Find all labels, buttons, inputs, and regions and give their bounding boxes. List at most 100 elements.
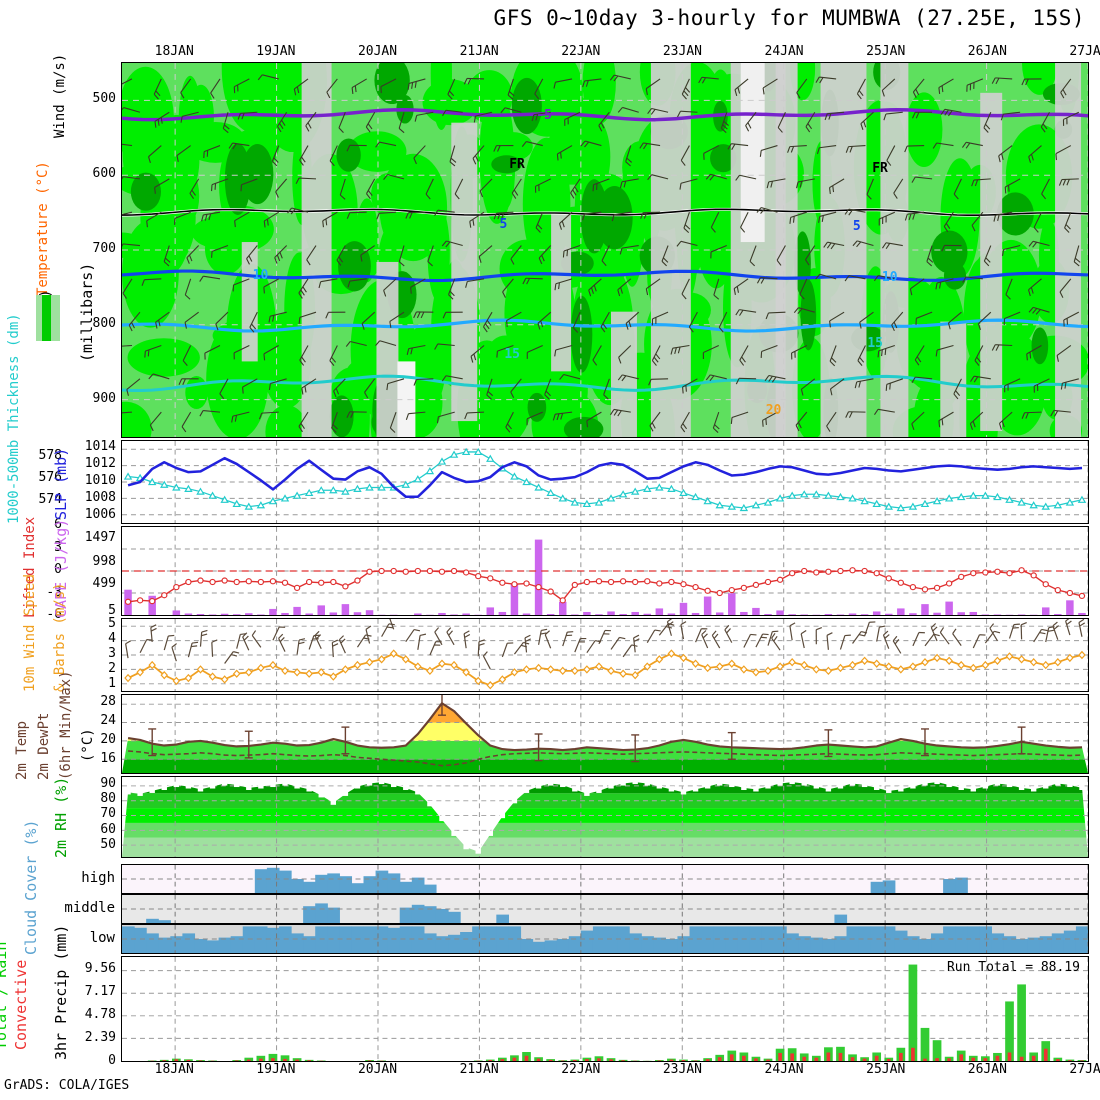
contour-label: 10	[252, 267, 269, 283]
axis-tick-label: 998	[92, 553, 116, 569]
date-tick-label: 18JAN	[154, 1062, 194, 1077]
axis-tick-label: 578	[38, 448, 62, 463]
date-tick-label: 21JAN	[459, 1062, 499, 1077]
rh-2m-plot	[122, 777, 1088, 857]
axis-tick-label: 700	[92, 241, 116, 256]
date-tick-label: 22JAN	[561, 44, 601, 59]
precip-panel[interactable]: Run Total = 88.19	[121, 956, 1089, 1062]
axis-title: 2m Temp	[14, 720, 30, 780]
date-tick-label: 26JAN	[967, 1062, 1007, 1077]
cloud-high-plot	[122, 865, 1088, 893]
axis-tick-label: 576	[38, 470, 62, 485]
upper-air-panel[interactable]: -5 FR FR 5 5 10 10 15 15 20	[121, 62, 1089, 438]
axis-tick-label: 70	[100, 806, 116, 822]
axis-tick-label: 1012	[84, 456, 116, 472]
cloud-middle-plot	[122, 895, 1088, 923]
date-tick-label: 27JAN	[1069, 1062, 1100, 1077]
axis-tick-label: 1008	[84, 489, 116, 505]
axis-tick-label: 2.39	[84, 1029, 116, 1045]
date-tick-label: 18JAN	[154, 44, 194, 59]
axis-tick-label: 7.17	[84, 983, 116, 999]
contour-label: 10	[881, 269, 898, 285]
precip-plot	[122, 957, 1088, 1061]
axis-title: SLP (mb)	[52, 447, 70, 520]
rh-2m-panel[interactable]	[121, 776, 1089, 858]
axis-tick-label: 574	[38, 492, 62, 507]
axis-tick-label: 5	[108, 602, 116, 618]
axis-tick-label: 1497	[84, 529, 116, 545]
axis-tick-label: 20	[100, 732, 116, 748]
contour-label: 20	[765, 403, 782, 419]
contour-label: FR	[509, 157, 525, 172]
axis-tick-label: 16	[100, 750, 116, 766]
date-tick-label: 24JAN	[764, 44, 804, 59]
axis-tick-label: 0	[54, 562, 62, 577]
axis-title: Temperature (°C)	[35, 161, 51, 296]
cloud-low-plot	[122, 925, 1088, 953]
axis-tick-label: 4	[108, 631, 116, 647]
axis-title: (6hr Min/Max)	[58, 670, 74, 780]
axis-tick-label: 499	[92, 576, 116, 592]
wind-10m-panel[interactable]	[121, 618, 1089, 692]
axis-tick-label: 50	[100, 836, 116, 852]
axis-title: Total / Rain	[0, 941, 10, 1050]
date-tick-label: 19JAN	[256, 1062, 296, 1077]
upper-air-plot	[122, 63, 1088, 437]
temp-2m-panel[interactable]	[121, 694, 1089, 774]
date-tick-label: 27JAN	[1069, 44, 1100, 59]
axis-tick-label: 2	[108, 660, 116, 676]
wind-10m-plot	[122, 619, 1088, 691]
axis-title: (°C)	[80, 728, 96, 762]
cloud-middle-panel[interactable]	[121, 894, 1089, 924]
date-tick-label: 25JAN	[866, 44, 906, 59]
axis-title: (millibars)	[78, 262, 96, 362]
axis-title: Convective	[12, 959, 30, 1050]
date-tick-label: 20JAN	[357, 44, 398, 59]
axis-tick-label: 3	[54, 539, 62, 555]
lifted-index-cape-plot	[122, 527, 1088, 615]
axis-tick-label: 0	[108, 1053, 116, 1068]
slp-thickness-plot	[122, 441, 1088, 523]
contour-label: 5	[499, 217, 508, 233]
axis-tick-label: 500	[92, 90, 116, 106]
axis-title: 10m Wind Speed	[22, 573, 38, 692]
axis-tick-label: 1006	[84, 506, 116, 522]
axis-title: 1000-500mb Thickness (dm)	[6, 313, 22, 524]
axis-tick-label: 24	[100, 713, 116, 729]
slp-thickness-panel[interactable]	[121, 440, 1089, 524]
axis-title: 2m RH (%)	[52, 776, 70, 858]
cloud-row-label-low: low	[89, 930, 115, 946]
axis-title: Wind (m/s)	[52, 53, 68, 138]
cloud-row-label-high: high	[81, 870, 115, 886]
axis-tick-label: 3	[108, 646, 116, 661]
cloud-high-panel[interactable]	[121, 864, 1089, 894]
axis-tick-label: 80	[100, 791, 116, 807]
axis-tick-label: 900	[92, 391, 116, 407]
cloud-row-label-middle: middle	[64, 900, 115, 916]
axis-title: 2m DewPt	[36, 712, 52, 780]
axis-tick-label: 800	[92, 316, 116, 332]
axis-tick-label: 600	[92, 165, 116, 181]
page-title: GFS 0~10day 3-hourly for MUMBWA (27.25E,…	[493, 6, 1085, 30]
date-tick-label: 23JAN	[662, 1062, 702, 1077]
contour-label: 5	[852, 219, 861, 235]
lifted-index-cape-panel[interactable]	[121, 526, 1089, 616]
contour-label: -5	[536, 108, 552, 124]
axis-tick-label: 5	[108, 616, 116, 632]
date-tick-label: 19JAN	[256, 44, 296, 59]
cloud-low-panel[interactable]	[121, 924, 1089, 954]
axis-tick-label: 1014	[84, 439, 116, 455]
temp-2m-plot	[122, 695, 1088, 773]
axis-tick-label: 1010	[84, 473, 116, 488]
axis-tick-label: -6	[46, 607, 62, 622]
date-tick-label: 26JAN	[967, 44, 1007, 59]
axis-tick-label: 6	[54, 517, 62, 532]
contour-label: 15	[867, 335, 884, 351]
date-tick-label: 24JAN	[764, 1062, 804, 1077]
date-tick-label: 20JAN	[357, 1062, 398, 1077]
axis-tick-label: 1	[108, 675, 116, 691]
contour-label: FR	[872, 160, 888, 176]
axis-tick-label: 60	[100, 821, 116, 837]
run-total-annotation: Run Total = 88.19	[946, 960, 1080, 975]
axis-tick-label: 28	[100, 694, 116, 710]
